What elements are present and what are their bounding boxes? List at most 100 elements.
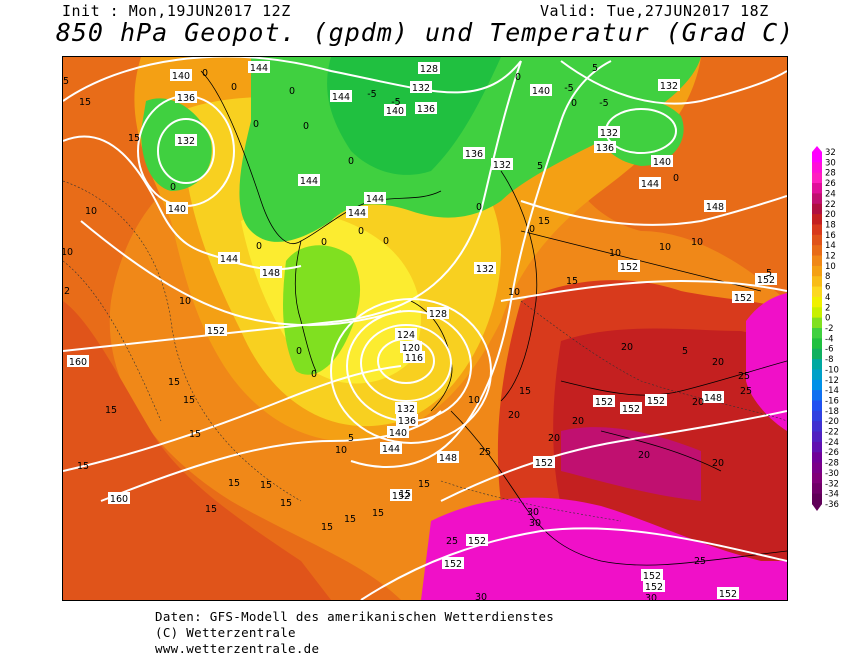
svg-text:0: 0 <box>253 119 259 130</box>
svg-text:144: 144 <box>641 179 659 190</box>
legend-tick-label: 12 <box>825 252 836 262</box>
temperature-label: 20 <box>638 450 650 461</box>
height-label: 136 <box>594 141 616 154</box>
legend-tick-label: 22 <box>825 200 836 210</box>
svg-text:5: 5 <box>348 433 354 444</box>
height-label: 136 <box>175 91 197 104</box>
temp-zone-magenta-east <box>746 293 787 431</box>
zero-isotherm-label: 0 <box>529 224 535 235</box>
footer-url[interactable]: www.wetterzentrale.de <box>155 641 320 656</box>
legend-tick-label: 8 <box>825 272 830 282</box>
zero-isotherm-label: 0 <box>170 182 176 193</box>
height-label: 132 <box>395 402 417 415</box>
height-label: 152 <box>755 273 777 286</box>
height-label: 128 <box>427 307 449 320</box>
zero-isotherm-label: 0 <box>321 237 327 248</box>
svg-text:15: 15 <box>105 405 117 416</box>
temperature-label: 15 <box>344 514 356 525</box>
svg-text:15: 15 <box>128 133 140 144</box>
svg-text:136: 136 <box>417 104 435 115</box>
temp-labels: 1515101010151515151515151515151515151515… <box>63 63 772 600</box>
svg-text:132: 132 <box>412 83 430 94</box>
legend-color-swatch <box>812 183 822 194</box>
svg-text:10: 10 <box>179 296 191 307</box>
svg-text:5: 5 <box>682 346 688 357</box>
height-label: 144 <box>380 442 402 455</box>
zero-isotherm-label: 0 <box>202 68 208 79</box>
height-label: 148 <box>260 266 282 279</box>
svg-text:30: 30 <box>645 593 657 600</box>
svg-text:140: 140 <box>532 86 550 97</box>
svg-text:15: 15 <box>418 479 430 490</box>
svg-text:20: 20 <box>692 397 704 408</box>
svg-text:132: 132 <box>397 404 415 415</box>
svg-text:5: 5 <box>63 76 69 87</box>
temperature-label: 15 <box>321 522 333 533</box>
zero-isotherm-label: 0 <box>348 156 354 167</box>
legend-arrow-top <box>812 146 822 152</box>
height-label: 152 <box>645 394 667 407</box>
svg-text:-5: -5 <box>367 89 376 100</box>
svg-text:148: 148 <box>704 393 722 404</box>
legend-tick-label: -24 <box>825 438 839 448</box>
weather-map: 140 144 136 132 140 144 148 152 160 160 128 132 140 1… <box>62 56 788 601</box>
svg-text:10: 10 <box>508 287 520 298</box>
svg-text:25: 25 <box>446 536 458 547</box>
legend-color-swatch <box>812 307 822 319</box>
legend-tick-label: 28 <box>825 169 836 179</box>
zero-isotherm-label: 0 <box>383 236 389 247</box>
zero-isotherm-label: 0 <box>515 72 521 83</box>
legend-tick-label: -4 <box>825 334 833 344</box>
svg-text:144: 144 <box>300 176 318 187</box>
height-label: 144 <box>346 206 368 219</box>
svg-text:128: 128 <box>429 309 447 320</box>
svg-text:140: 140 <box>168 204 186 215</box>
temperature-label: 30 <box>527 507 539 518</box>
svg-text:5: 5 <box>766 268 772 279</box>
temperature-label: 10 <box>335 445 347 456</box>
temperature-label: 15 <box>128 133 140 144</box>
svg-text:10: 10 <box>85 206 97 217</box>
legend-color-swatch <box>812 452 822 464</box>
height-label: 148 <box>437 451 459 464</box>
svg-text:15: 15 <box>183 395 195 406</box>
svg-text:140: 140 <box>172 71 190 82</box>
svg-text:25: 25 <box>740 386 752 397</box>
height-label: 132 <box>175 134 197 147</box>
svg-text:15: 15 <box>538 216 550 227</box>
temperature-label: 15 <box>519 386 531 397</box>
temperature-label: 20 <box>692 397 704 408</box>
svg-text:20: 20 <box>508 410 520 421</box>
temperature-label: 20 <box>621 342 633 353</box>
temperature-label: 15 <box>538 216 550 227</box>
svg-text:148: 148 <box>706 202 724 213</box>
legend-color-swatch <box>812 224 822 236</box>
legend-tick-label: -2 <box>825 324 833 334</box>
color-scale-legend: 32 30 28 26 24 22 20 18 16 14 12 10 8 6 4 2 0 -2 -4 -6 -8 -10… <box>812 146 850 512</box>
temp-zone-magenta-south <box>421 497 787 600</box>
isohypses <box>63 57 787 600</box>
temperature-label: 5 <box>592 63 598 74</box>
svg-text:152: 152 <box>444 559 462 570</box>
legend-color-swatch <box>812 193 822 205</box>
svg-text:0: 0 <box>289 86 295 97</box>
temperature-label: 10 <box>659 242 671 253</box>
height-label: 144 <box>364 192 386 205</box>
legend-color-swatch <box>812 328 822 339</box>
legend-color-swatch <box>812 348 822 360</box>
temperature-label: 10 <box>609 248 621 259</box>
svg-text:15: 15 <box>280 498 292 509</box>
temperature-label: 15 <box>205 504 217 515</box>
zero-isotherm-label: 0 <box>256 241 262 252</box>
svg-text:10: 10 <box>468 395 480 406</box>
svg-text:132: 132 <box>493 160 511 171</box>
height-label: 152 <box>641 569 663 582</box>
svg-text:20: 20 <box>638 450 650 461</box>
svg-text:140: 140 <box>389 428 407 439</box>
svg-text:10: 10 <box>63 247 73 258</box>
svg-text:132: 132 <box>600 128 618 139</box>
svg-text:30: 30 <box>475 592 487 600</box>
legend-tick-label: -36 <box>825 500 839 510</box>
svg-text:10: 10 <box>335 445 347 456</box>
height-label: 136 <box>415 102 437 115</box>
